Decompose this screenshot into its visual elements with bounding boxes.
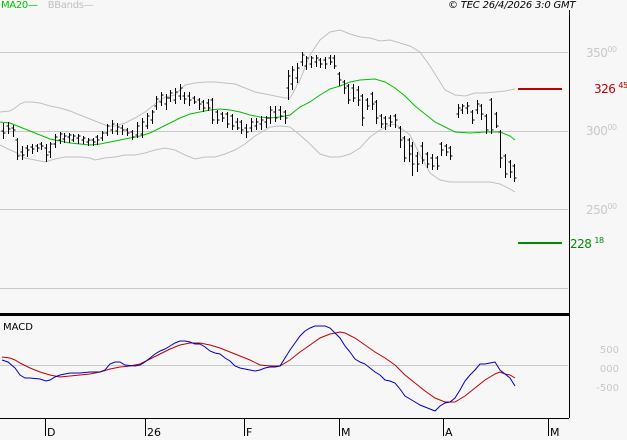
ma20-line	[0, 78, 516, 146]
macd-title: MACD	[3, 322, 33, 333]
x-axis-label-mar: M	[341, 426, 351, 439]
ohlc-bars	[1, 52, 517, 182]
legend: MA20— BBands—	[1, 0, 94, 12]
legend-bbands-label: BBands	[47, 0, 84, 11]
price-axis-label-350: 35000	[586, 45, 617, 60]
legend-ma20-swatch: —	[28, 0, 38, 11]
price-axis-label-300: 30000	[586, 123, 617, 138]
legend-bbands-swatch: —	[83, 0, 94, 11]
macd-signal-line	[1, 331, 516, 403]
x-axis-label-may: M	[550, 426, 560, 439]
x-axis-label-apr: A	[445, 426, 453, 439]
copyright-timestamp: © TEC 26/4/2026 3:0 GMT	[448, 0, 576, 11]
legend-ma20-label: MA20	[1, 0, 28, 11]
legend-ma20: MA20—	[1, 0, 38, 11]
x-axis-label-26: 26	[147, 426, 161, 439]
macd-axis-label-neg500: -500	[596, 383, 619, 394]
price-grid	[0, 52, 568, 289]
macd-line	[1, 325, 516, 412]
x-axis-label-dec: D	[47, 426, 56, 439]
resistance-level-label: 326 45	[594, 81, 627, 96]
macd-axis-label-0: 000	[599, 364, 619, 375]
macd-axis-label-500: 500	[599, 345, 619, 356]
x-axis-label-feb: F	[246, 426, 253, 439]
support-level-label: 228 18	[570, 236, 604, 251]
x-axis-ticks	[45, 418, 549, 436]
bollinger-upper-band	[0, 29, 516, 127]
price-axis-label-250: 25000	[586, 202, 617, 217]
bollinger-lower-band	[0, 123, 516, 193]
legend-bbands: BBands—	[48, 0, 94, 11]
